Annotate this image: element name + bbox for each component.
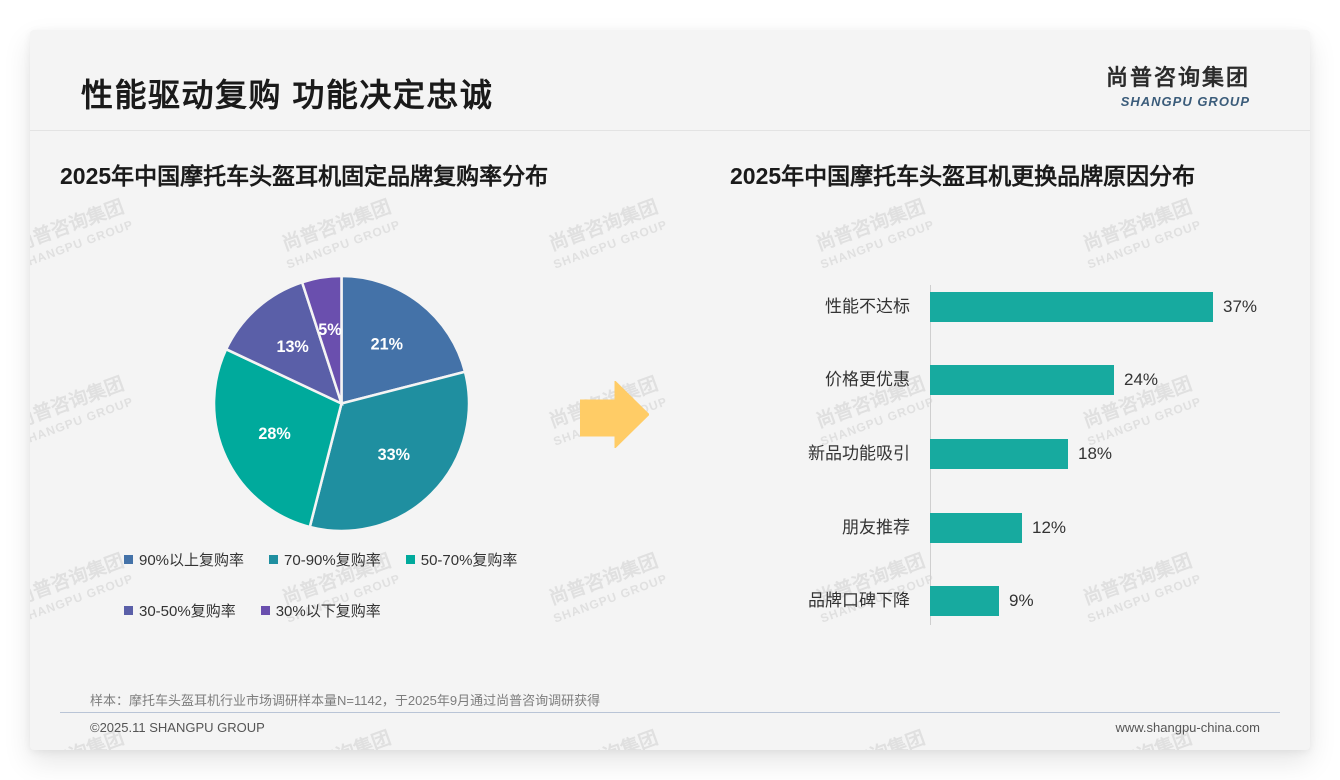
svg-text:21%: 21%: [371, 335, 403, 353]
svg-text:28%: 28%: [258, 425, 290, 443]
svg-text:33%: 33%: [378, 446, 410, 464]
svg-text:13%: 13%: [276, 338, 308, 356]
svg-text:5%: 5%: [318, 321, 341, 339]
